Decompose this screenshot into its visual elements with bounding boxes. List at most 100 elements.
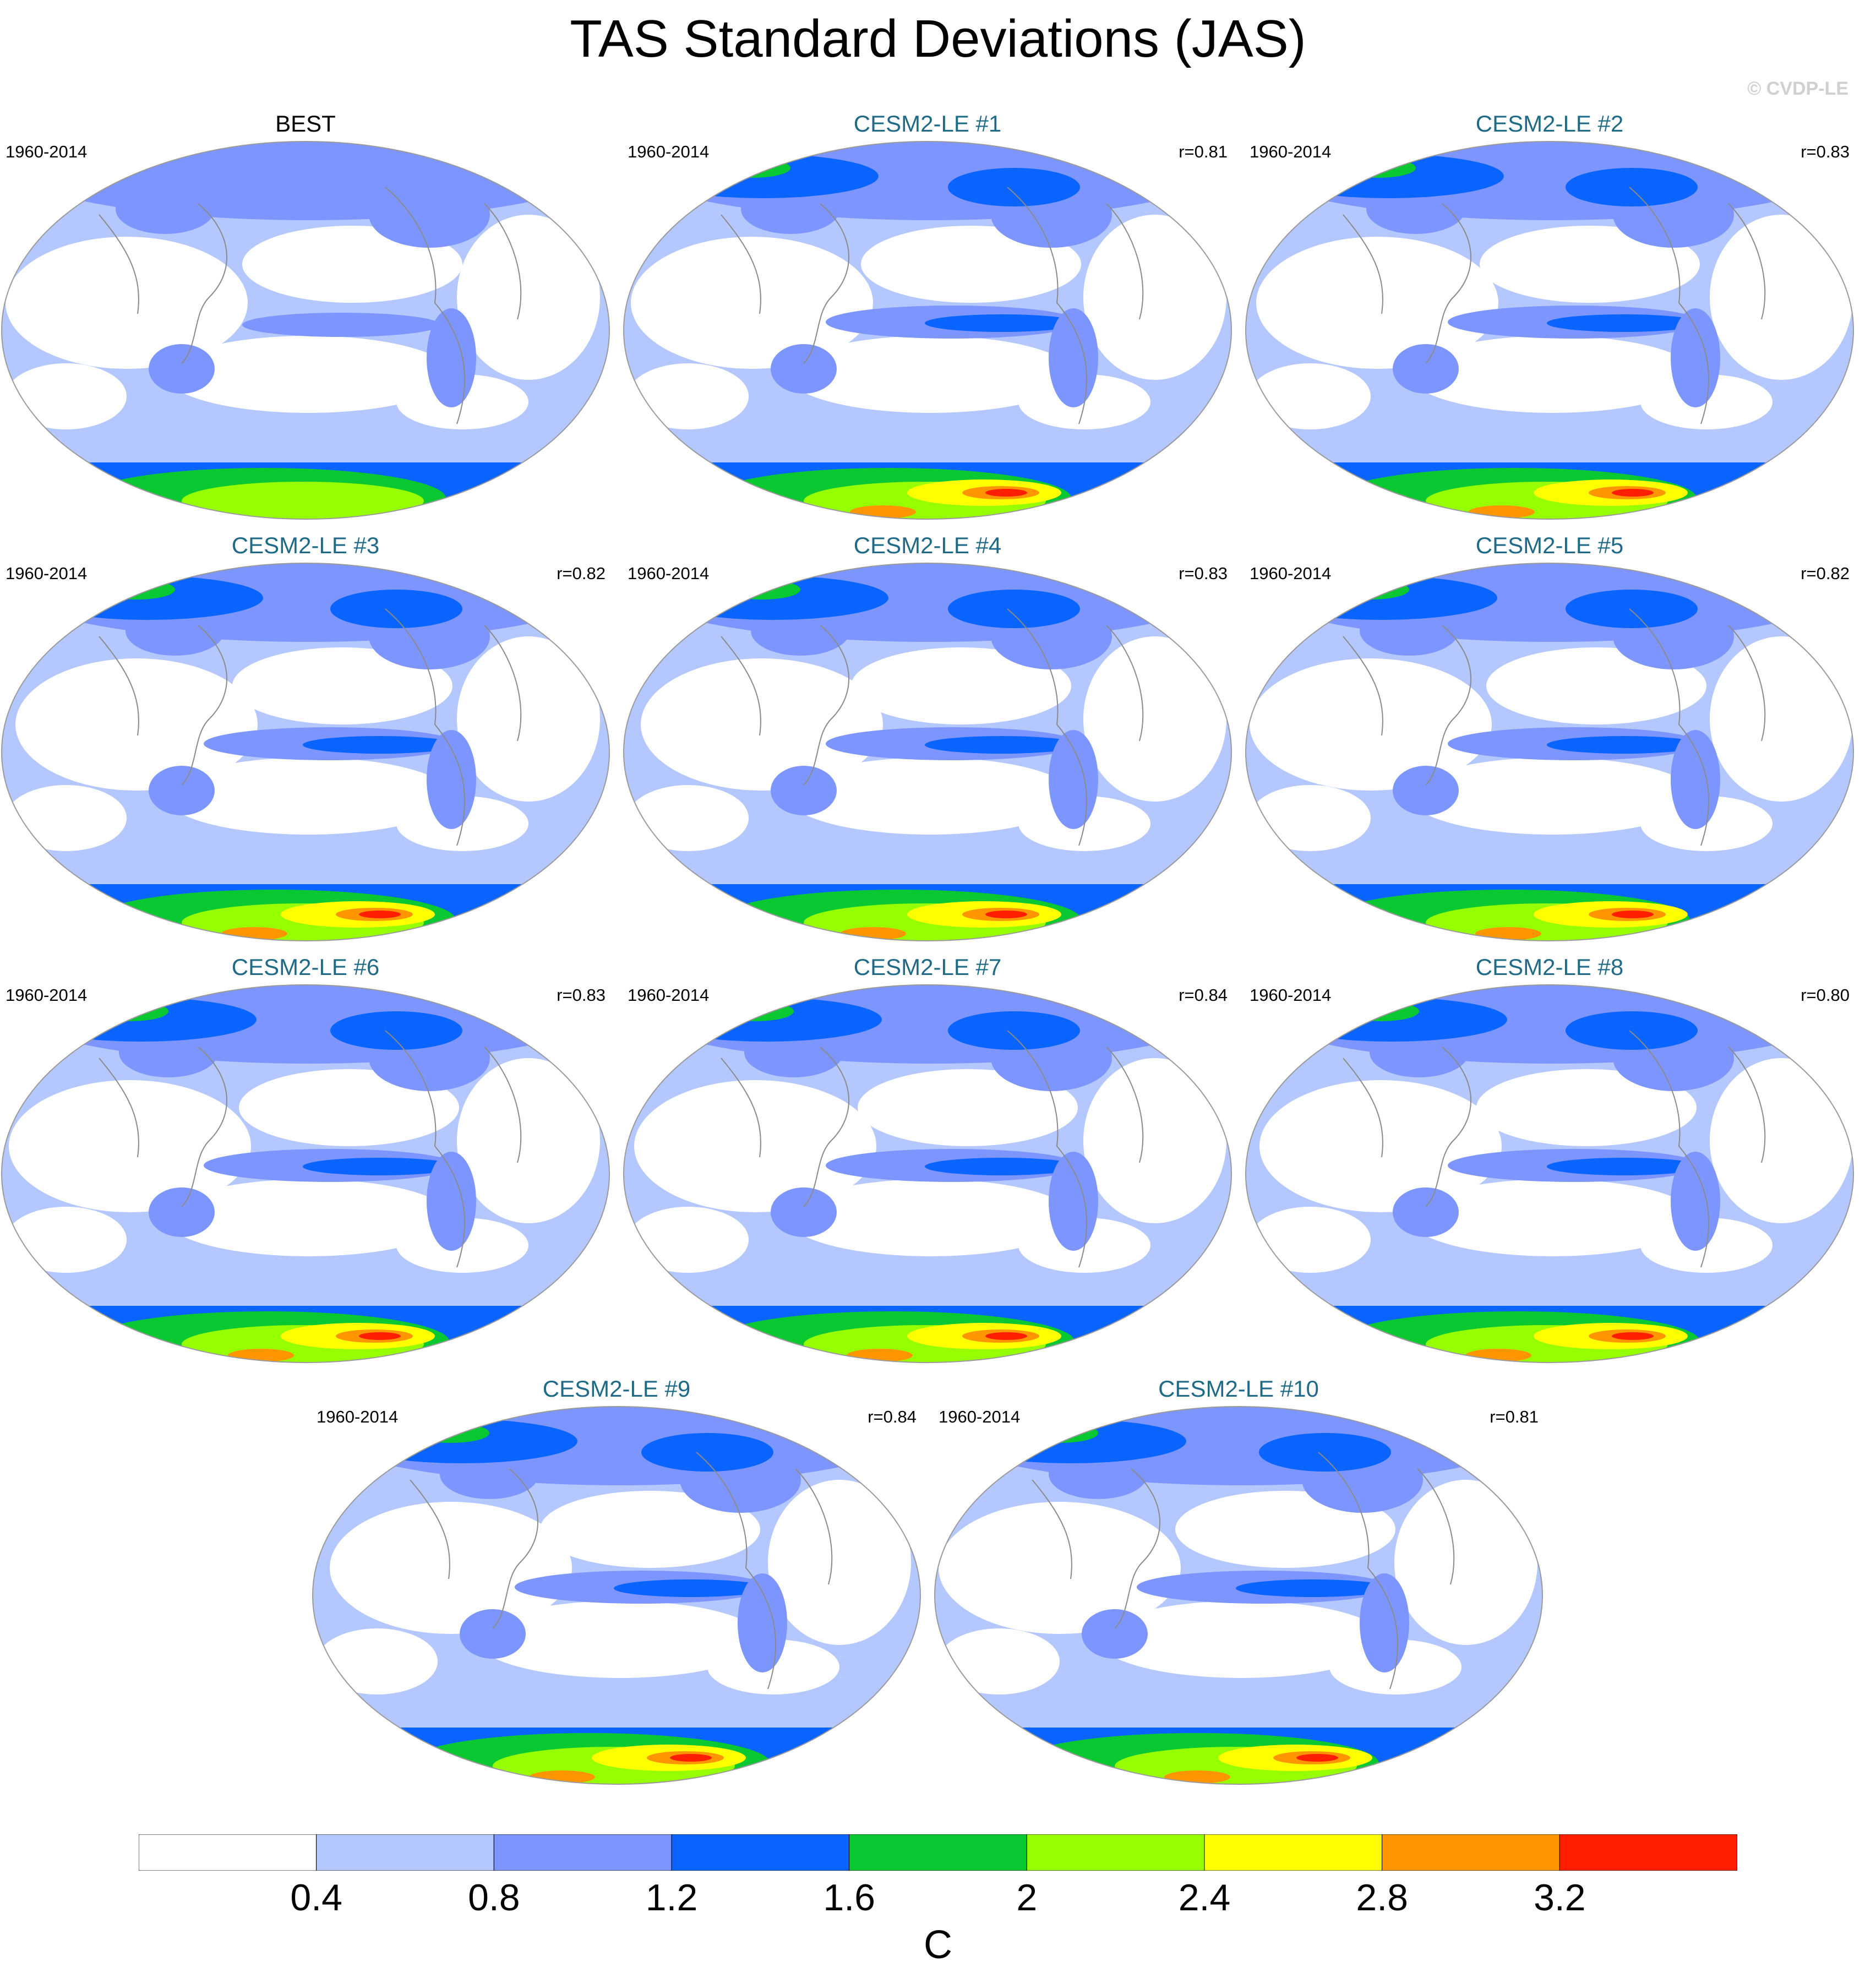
panel-correlation: r=0.80 [1801,985,1850,1005]
panel-correlation: r=0.83 [1179,564,1228,583]
colorbar-segment [316,1834,494,1871]
northern-band [723,580,800,600]
coastline [1106,203,1144,320]
low-variance-zone [457,1058,600,1223]
map-panel: CESM2-LE #6 1960-2014 r=0.83 [0,953,611,1372]
low-variance-zone [1480,226,1700,303]
coastline [385,187,466,424]
coastline [721,214,761,314]
antarctic-band [1296,1754,1338,1762]
colorbar-tick-label: 0.8 [468,1877,520,1919]
enso-tongue [614,1579,768,1597]
colorbar-segment [1382,1834,1560,1871]
map-panel: BEST 1960-2014 [0,110,611,528]
low-variance-zone [1250,658,1492,791]
low-variance-zone [1098,1601,1384,1678]
map-outline [623,984,1232,1363]
antarctic-band [985,489,1027,497]
northern-band [98,580,175,600]
colorbar-segment [493,1834,672,1871]
coastline [181,1047,227,1207]
low-variance-zone [1476,1069,1697,1146]
panel-period: 1960-2014 [1250,142,1332,161]
northern-band [641,1433,773,1472]
coastline [492,1468,538,1629]
australia-patch [1393,766,1459,815]
low-variance-zone [476,1601,762,1678]
northern-band [369,182,490,248]
northern-band [948,1011,1080,1050]
coastline [1425,1047,1471,1207]
low-variance-zone [1250,785,1371,851]
south-america-patch [427,1152,476,1251]
northern-band [412,1423,489,1443]
northern-band [1566,168,1698,206]
colorbar-segment [1559,1834,1737,1871]
panel-title: CESM2-LE #1 [853,111,1002,137]
map-outline [1,984,610,1363]
south-america-patch [427,730,476,829]
panel-title: CESM2-LE #6 [231,954,380,980]
colorbar-segment [139,1834,317,1871]
panel-period: 1960-2014 [939,1407,1021,1426]
low-variance-zone [1394,1480,1537,1645]
map-outline [1245,141,1854,520]
enso-tongue [925,314,1079,332]
panel-period: 1960-2014 [628,985,710,1005]
antarctic-band [359,911,401,918]
antarctic-band [1164,1770,1230,1784]
low-variance-zone [631,237,873,369]
map [1,984,610,1363]
low-variance-zone [1409,758,1695,835]
colorbar-tick-label: 3.2 [1534,1877,1586,1919]
enso-tongue [303,736,457,754]
australia-patch [1082,1609,1148,1659]
panel-correlation: r=0.82 [1801,564,1850,583]
panel-title: CESM2-LE #7 [853,954,1002,980]
panel-period: 1960-2014 [317,1407,399,1426]
low-variance-zone [1710,636,1853,802]
low-variance-zone [939,1502,1181,1634]
map-panel: CESM2-LE #7 1960-2014 r=0.84 [622,953,1233,1372]
panel-period: 1960-2014 [6,985,88,1005]
low-variance-zone [239,1069,459,1146]
enso-tongue [1236,1579,1390,1597]
map [934,1406,1543,1785]
low-variance-zone [1083,636,1226,802]
coastline [410,1479,450,1579]
panel-title: CESM2-LE #3 [231,532,380,558]
panel-correlation: r=0.83 [557,985,606,1005]
map-outline [1,141,610,520]
low-variance-zone [1259,1080,1502,1212]
panel-period: 1960-2014 [1250,985,1332,1005]
map [1245,563,1854,941]
map-panel: CESM2-LE #5 1960-2014 r=0.82 [1244,532,1855,950]
map-outline [623,141,1232,520]
antarctic-band [1612,489,1654,497]
coastline [721,1058,761,1158]
coastline [1343,636,1383,736]
colorbar-tick-label: 1.6 [823,1877,875,1919]
map-panel: CESM2-LE #1 1960-2014 r=0.81 [622,110,1233,528]
panel-period: 1960-2014 [1250,564,1332,583]
coastline [99,636,139,736]
panel-correlation: r=0.84 [1179,985,1228,1005]
coastline [1032,1479,1072,1579]
panel-title: CESM2-LE #10 [1158,1376,1319,1402]
map-outline [312,1406,921,1785]
map-panel: CESM2-LE #9 1960-2014 r=0.84 [311,1375,922,1794]
low-variance-zone [1250,1207,1371,1273]
low-variance-zone [6,1207,127,1273]
coastline [99,214,139,314]
coastline [795,1468,833,1585]
map [623,984,1232,1363]
coastline [1425,625,1471,786]
coastline [1114,1468,1160,1629]
northern-band [1332,580,1409,600]
coastline [803,1047,849,1207]
enso-tongue [1547,736,1701,754]
coastline [1343,214,1383,314]
map-panel: CESM2-LE #3 1960-2014 r=0.82 [0,532,611,950]
low-variance-zone [165,758,451,835]
map [623,563,1232,941]
